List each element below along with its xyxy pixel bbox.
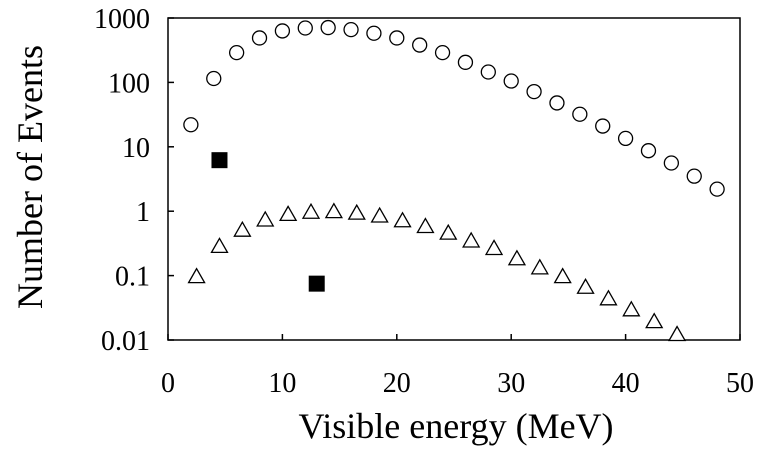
circle-point — [480, 64, 496, 80]
circle-point — [640, 143, 657, 159]
triangle-point — [462, 231, 481, 248]
triangle-point — [210, 237, 229, 254]
circle-point — [526, 83, 542, 100]
square-point — [211, 152, 228, 169]
triangle-point — [530, 258, 549, 275]
plot-frame — [167, 17, 741, 341]
data-marks — [183, 19, 725, 342]
triangle-point — [301, 202, 321, 219]
x-tick-label: 10 — [268, 368, 296, 399]
x-tick-label: 30 — [497, 368, 525, 399]
triangle-point — [645, 312, 664, 329]
circle-point — [686, 168, 702, 184]
tick-labels: 0 10 20 30 40 50 0.01 0.1 1 10 100 1000 — [94, 4, 754, 399]
triangle-point — [576, 277, 595, 294]
circle-point — [412, 37, 428, 53]
circle-point — [595, 118, 611, 134]
circle-point — [183, 117, 199, 133]
y-axis-title: Number of Events — [10, 45, 50, 309]
x-tick-label: 40 — [612, 368, 640, 399]
circle-point — [549, 95, 565, 111]
triangle-point — [507, 249, 527, 266]
y-tick-label: 1000 — [94, 4, 150, 35]
circle-point — [457, 54, 474, 70]
triangle-point — [233, 220, 252, 237]
x-tick-label: 50 — [726, 368, 754, 399]
circle-point — [206, 70, 222, 87]
triangle-point — [347, 203, 366, 220]
circle-point — [343, 21, 359, 38]
circle-point — [617, 130, 634, 147]
triangle-point — [553, 267, 572, 284]
circle-point — [709, 181, 725, 197]
circle-point — [274, 23, 291, 39]
triangle-point — [667, 325, 687, 342]
circle-point — [297, 20, 313, 36]
y-tick-label: 1 — [136, 197, 150, 228]
triangle-point — [622, 300, 641, 317]
triangle-point — [324, 202, 344, 219]
triangle-point — [484, 239, 504, 256]
triangle-point — [439, 223, 458, 240]
circle-point — [251, 30, 268, 46]
ticks — [167, 17, 741, 341]
x-axis-title: Visible energy (MeV) — [298, 406, 613, 446]
circle-point — [389, 30, 405, 46]
y-tick-label: 100 — [108, 68, 150, 99]
triangle-point — [278, 205, 298, 222]
y-tick-label: 0.1 — [115, 262, 150, 293]
x-tick-label: 0 — [161, 368, 175, 399]
circle-point — [663, 155, 680, 171]
x-tick-label: 20 — [383, 368, 411, 399]
triangle-point — [393, 211, 412, 228]
square-point — [308, 275, 325, 292]
circle-point — [366, 25, 382, 41]
triangle-point — [599, 289, 618, 306]
triangle-point — [416, 217, 435, 234]
triangle-point — [187, 267, 206, 284]
triangle-point — [370, 206, 389, 223]
circle-point — [434, 44, 451, 61]
circle-point — [503, 73, 519, 89]
y-tick-label: 10 — [122, 133, 150, 164]
axes — [167, 17, 741, 341]
triangle-point — [256, 210, 275, 227]
circle-point — [228, 44, 245, 61]
circle-point — [320, 19, 336, 36]
y-tick-label: 0.01 — [101, 326, 150, 357]
circle-point — [572, 106, 588, 122]
